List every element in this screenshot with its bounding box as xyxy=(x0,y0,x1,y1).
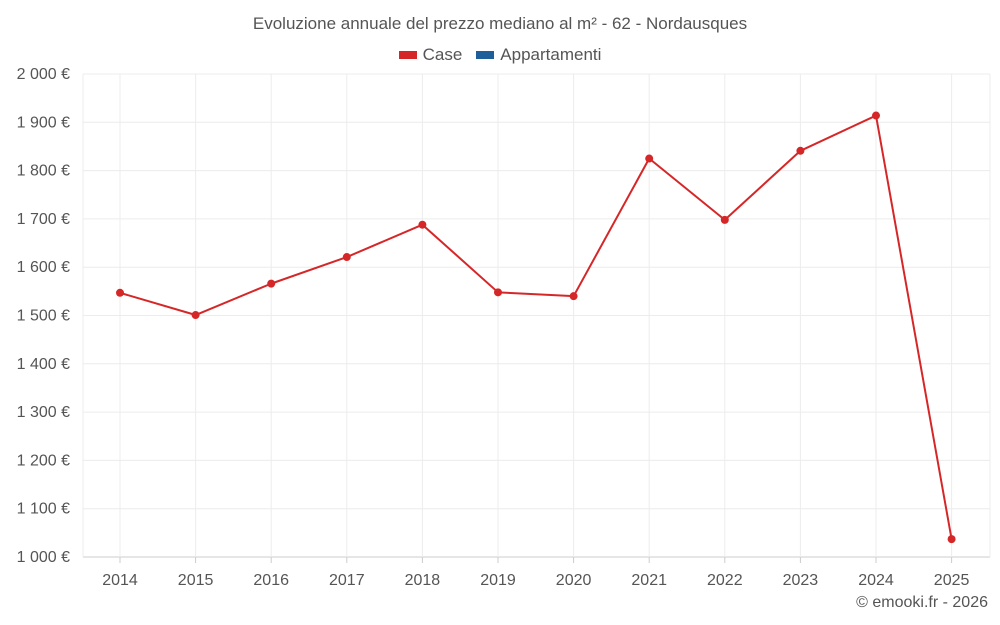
data-point xyxy=(267,279,276,288)
data-point xyxy=(569,292,578,301)
y-tick-label: 1 200 € xyxy=(17,452,70,469)
legend-item-appartamenti[interactable]: Appartamenti xyxy=(476,45,601,65)
legend: Case Appartamenti xyxy=(0,45,1000,65)
y-tick-label: 1 700 € xyxy=(17,211,70,228)
x-tick-label: 2023 xyxy=(783,572,819,589)
y-tick-label: 1 000 € xyxy=(17,549,70,566)
y-tick-label: 1 600 € xyxy=(17,259,70,276)
y-tick-label: 2 000 € xyxy=(17,66,70,83)
data-point xyxy=(645,154,654,163)
series-line-case xyxy=(119,114,953,540)
legend-label-case: Case xyxy=(422,45,463,64)
data-point xyxy=(796,146,805,155)
grid xyxy=(82,73,991,558)
y-tick-label: 1 100 € xyxy=(17,501,70,518)
x-tick-label: 2014 xyxy=(102,572,138,589)
x-tick-label: 2022 xyxy=(707,572,743,589)
series-case xyxy=(116,111,956,544)
x-tick-label: 2024 xyxy=(858,572,894,589)
data-point xyxy=(720,215,729,224)
data-point xyxy=(418,220,427,229)
y-tick-label: 1 300 € xyxy=(17,404,70,421)
chart-title: Evoluzione annuale del prezzo mediano al… xyxy=(252,14,748,33)
data-point xyxy=(116,288,124,297)
data-point xyxy=(872,111,880,120)
y-tick-label: 1 400 € xyxy=(17,356,70,373)
x-tick-label: 2016 xyxy=(253,572,289,589)
x-tick-label: 2020 xyxy=(556,572,592,589)
credit-text: © emooki.fr - 2026 xyxy=(856,594,988,611)
legend-item-case[interactable]: Case xyxy=(398,45,463,65)
legend-swatch-case xyxy=(398,51,417,59)
y-tick-label: 1 800 € xyxy=(17,163,70,180)
legend-label-appartamenti: Appartamenti xyxy=(500,45,602,64)
x-tick-label: 2025 xyxy=(934,572,970,589)
legend-swatch-appartamenti xyxy=(476,51,495,59)
x-tick-label: 2021 xyxy=(631,572,667,589)
y-tick-label: 1 900 € xyxy=(17,114,70,131)
data-point xyxy=(494,288,502,297)
data-point xyxy=(191,311,200,320)
data-point xyxy=(342,253,351,262)
x-tick-label: 2018 xyxy=(405,572,441,589)
x-tick-label: 2019 xyxy=(480,572,516,589)
y-tick-label: 1 500 € xyxy=(17,308,70,325)
data-point xyxy=(947,535,956,544)
x-tick-label: 2015 xyxy=(178,572,214,589)
x-tick-label: 2017 xyxy=(329,572,365,589)
axes: 1 000 € 1 100 € 1 200 € 1 300 € 1 400 € 1 500… xyxy=(17,66,970,589)
